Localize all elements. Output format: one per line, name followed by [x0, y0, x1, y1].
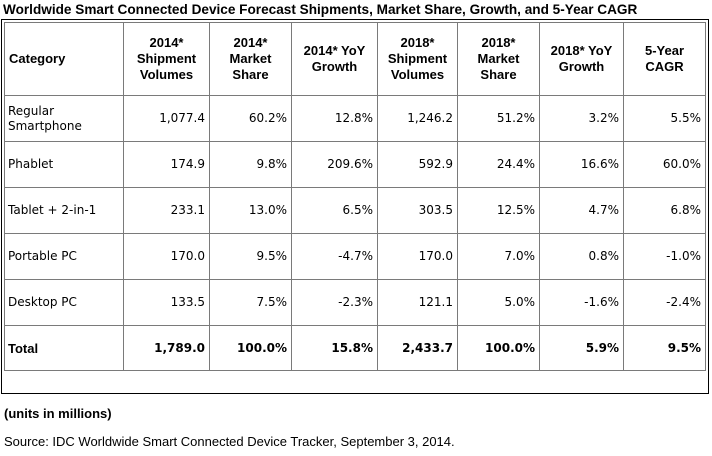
table-row: Regular Smartphone 1,077.4 60.2% 12.8% 1…	[4, 95, 706, 141]
cell-2018-share: 7.0%	[457, 233, 539, 279]
cell-cagr: 6.8%	[623, 187, 706, 233]
cell-2014-shipments: 133.5	[123, 279, 209, 325]
table-row: Portable PC 170.0 9.5% -4.7% 170.0 7.0% …	[4, 233, 706, 279]
cell-2014-growth: 6.5%	[291, 187, 377, 233]
header-category: Category	[4, 22, 123, 95]
cell-2014-shipments: 1,077.4	[123, 95, 209, 141]
row-category: Tablet + 2-in-1	[4, 187, 123, 233]
cell-2018-shipments: 1,246.2	[377, 95, 457, 141]
total-row: Total 1,789.0 100.0% 15.8% 2,433.7 100.0…	[4, 325, 706, 371]
total-2018-shipments: 2,433.7	[377, 325, 457, 371]
total-2014-share: 100.0%	[209, 325, 291, 371]
cell-2018-growth: 0.8%	[539, 233, 623, 279]
cell-cagr: 5.5%	[623, 95, 706, 141]
header-2014-market-share: 2014* Market Share	[209, 22, 291, 95]
cell-cagr: -2.4%	[623, 279, 706, 325]
header-2018-shipment-volumes: 2018* Shipment Volumes	[377, 22, 457, 95]
table-frame	[1, 19, 709, 394]
forecast-table: Category 2014* Shipment Volumes 2014* Ma…	[4, 22, 706, 371]
cell-2018-share: 24.4%	[457, 141, 539, 187]
row-category: Phablet	[4, 141, 123, 187]
units-note: (units in millions)	[4, 406, 112, 421]
cell-2014-share: 7.5%	[209, 279, 291, 325]
cell-2018-growth: 16.6%	[539, 141, 623, 187]
row-category: Portable PC	[4, 233, 123, 279]
header-2014-yoy-growth: 2014* YoY Growth	[291, 22, 377, 95]
cell-2014-shipments: 170.0	[123, 233, 209, 279]
cell-2014-share: 13.0%	[209, 187, 291, 233]
total-2018-share: 100.0%	[457, 325, 539, 371]
cell-2014-shipments: 174.9	[123, 141, 209, 187]
cell-2018-shipments: 121.1	[377, 279, 457, 325]
header-row: Category 2014* Shipment Volumes 2014* Ma…	[4, 22, 706, 95]
table-title: Worldwide Smart Connected Device Forecas…	[3, 2, 638, 17]
table-row: Desktop PC 133.5 7.5% -2.3% 121.1 5.0% -…	[4, 279, 706, 325]
cell-2014-growth: -4.7%	[291, 233, 377, 279]
row-category: Desktop PC	[4, 279, 123, 325]
cell-2014-share: 9.5%	[209, 233, 291, 279]
cell-2018-growth: 3.2%	[539, 95, 623, 141]
total-2014-growth: 15.8%	[291, 325, 377, 371]
row-category: Regular Smartphone	[4, 95, 123, 141]
cell-2018-share: 5.0%	[457, 279, 539, 325]
table-row: Phablet 174.9 9.8% 209.6% 592.9 24.4% 16…	[4, 141, 706, 187]
cell-2014-share: 9.8%	[209, 141, 291, 187]
total-2014-shipments: 1,789.0	[123, 325, 209, 371]
cell-2018-shipments: 303.5	[377, 187, 457, 233]
total-label: Total	[4, 325, 123, 371]
total-cagr: 9.5%	[623, 325, 706, 371]
cell-2014-growth: 209.6%	[291, 141, 377, 187]
cell-2018-shipments: 170.0	[377, 233, 457, 279]
source-note: Source: IDC Worldwide Smart Connected De…	[4, 434, 455, 449]
cell-2014-shipments: 233.1	[123, 187, 209, 233]
cell-cagr: 60.0%	[623, 141, 706, 187]
cell-2018-shipments: 592.9	[377, 141, 457, 187]
cell-2014-share: 60.2%	[209, 95, 291, 141]
header-2014-shipment-volumes: 2014* Shipment Volumes	[123, 22, 209, 95]
cell-2018-share: 51.2%	[457, 95, 539, 141]
header-2018-market-share: 2018* Market Share	[457, 22, 539, 95]
cell-2014-growth: 12.8%	[291, 95, 377, 141]
cell-2018-growth: -1.6%	[539, 279, 623, 325]
cell-2014-growth: -2.3%	[291, 279, 377, 325]
cell-2018-share: 12.5%	[457, 187, 539, 233]
cell-cagr: -1.0%	[623, 233, 706, 279]
header-2018-yoy-growth: 2018* YoY Growth	[539, 22, 623, 95]
total-2018-growth: 5.9%	[539, 325, 623, 371]
header-5-year-cagr: 5-Year CAGR	[623, 22, 706, 95]
table-row: Tablet + 2-in-1 233.1 13.0% 6.5% 303.5 1…	[4, 187, 706, 233]
cell-2018-growth: 4.7%	[539, 187, 623, 233]
